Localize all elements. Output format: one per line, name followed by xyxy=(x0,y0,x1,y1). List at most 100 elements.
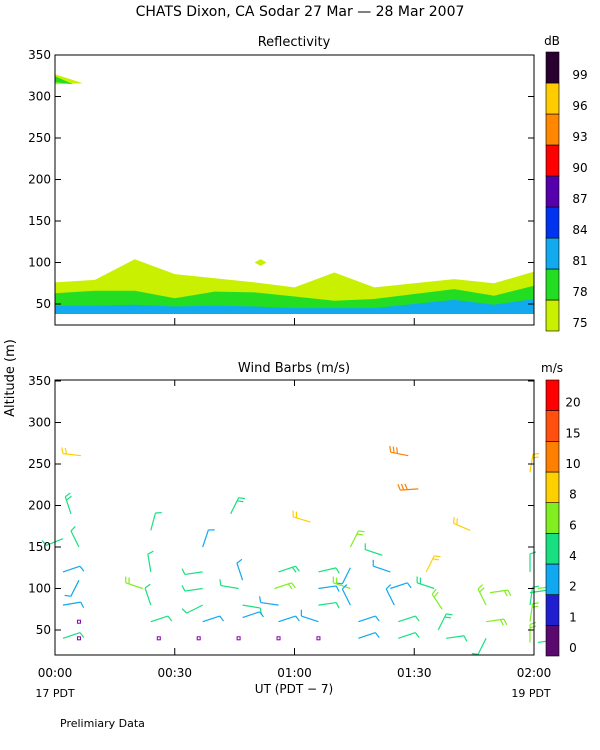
wind-barb-3 xyxy=(529,452,540,473)
wind-y-tick-label-300: 300 xyxy=(28,416,51,430)
wind-barb-shaft xyxy=(220,584,239,590)
wind-y-tick-label-50: 50 xyxy=(36,623,51,637)
wind-colorbar-swatch-0 xyxy=(545,625,560,657)
wind-barb-feather xyxy=(431,588,437,595)
wind-barb-7 xyxy=(292,510,311,523)
wind-barb-feather xyxy=(374,632,380,639)
wind-barb-feather xyxy=(356,533,364,536)
wind-barb-feather xyxy=(414,615,420,622)
wind-barb-13 xyxy=(364,543,383,556)
wind-barb-feather xyxy=(397,484,401,491)
wind-barb-shaft xyxy=(341,567,351,585)
wind-barb-feather xyxy=(258,596,262,603)
wind-y-tick-label-200: 200 xyxy=(28,499,51,513)
wind-barb-4 xyxy=(64,492,72,514)
wind-barb-shaft xyxy=(390,582,408,590)
wind-barb-feather xyxy=(61,447,64,454)
wind-barb-26 xyxy=(181,585,203,592)
reflectivity-colorbar-swatch-99 xyxy=(545,51,560,84)
wind-barb-shaft xyxy=(529,603,534,622)
reflectivity-colorbar-unit: dB xyxy=(544,34,560,48)
wind-barb-50 xyxy=(300,609,319,623)
wind-barb-shaft xyxy=(349,530,359,548)
wind-barb-feather xyxy=(389,445,392,453)
wind-barb-feather xyxy=(80,601,85,609)
calm-marker-3 xyxy=(196,636,201,641)
wind-barb-feather xyxy=(287,583,293,590)
wind-barb-feather xyxy=(64,492,71,498)
reflectivity-colorbar-swatch-78 xyxy=(545,268,560,301)
x-left-date-label: 17 PDT xyxy=(35,687,75,700)
wind-barb-shaft xyxy=(278,615,296,623)
wind-barb-24 xyxy=(529,551,537,572)
wind-colorbar-swatch-7 xyxy=(545,410,560,442)
wind-barb-0 xyxy=(61,447,82,457)
wind-barb-feather xyxy=(456,518,458,525)
wind-barb-feather xyxy=(358,530,365,533)
reflectivity-colorbar: 75 78 81 84 87 90 93 96 99 xyxy=(545,51,588,332)
wind-barb-5 xyxy=(150,512,162,531)
wind-barb-11 xyxy=(202,529,215,548)
wind-barb-shaft xyxy=(62,632,81,639)
x-right-date-label: 19 PDT xyxy=(511,687,551,700)
wind-barb-shaft xyxy=(242,604,261,609)
wind-barb-53 xyxy=(437,613,453,631)
wind-colorbar-swatch-2 xyxy=(545,563,560,595)
wind-barb-feather xyxy=(404,483,408,490)
wind-colorbar-label-0: 0 xyxy=(569,641,577,655)
wind-barb-8 xyxy=(452,516,471,531)
wind-barb-10 xyxy=(70,526,80,548)
wind-barb-feather xyxy=(477,584,483,590)
wind-barb-feather xyxy=(341,584,348,590)
wind-colorbar-label-2: 2 xyxy=(569,580,577,594)
wind-barb-shaft xyxy=(242,611,260,619)
footer-note: Prelimiary Data xyxy=(60,717,145,730)
wind-barb-shaft xyxy=(260,601,279,606)
wind-barb-feather xyxy=(529,621,537,626)
wind-colorbar-label-5: 8 xyxy=(569,488,577,502)
wind-barb-36 xyxy=(144,583,152,606)
wind-barb-shaft xyxy=(446,635,465,639)
reflectivity-colorbar-swatch-75 xyxy=(545,299,560,332)
wind-barb-feather xyxy=(144,583,151,589)
wind-barb-shaft xyxy=(365,549,383,556)
reflectivity-colorbar-swatch-90 xyxy=(545,144,560,177)
wind-barb-6 xyxy=(230,497,246,515)
wind-barb-47 xyxy=(202,615,225,623)
wind-barb-17 xyxy=(64,579,80,597)
wind-barb-feather xyxy=(432,558,440,561)
wind-barb-shaft xyxy=(147,554,152,572)
reflectivity-colorbar-label-87: 87 xyxy=(572,192,587,206)
wind-barb-feather xyxy=(400,483,405,491)
wind-barb-18 xyxy=(181,568,203,576)
reflectivity-title: Reflectivity xyxy=(258,35,331,50)
wind-barb-shaft xyxy=(398,615,416,623)
wind-colorbar-swatch-3 xyxy=(545,533,560,565)
wind-colorbar-swatch-1 xyxy=(545,594,560,626)
figure-title: CHATS Dixon, CA Sodar 27 Mar — 28 Mar 20… xyxy=(136,4,465,20)
wind-barb-feather xyxy=(79,565,85,572)
wind-colorbar-label-8: 20 xyxy=(565,396,580,410)
wind-barb-feather xyxy=(219,615,225,622)
wind-barb-feather xyxy=(79,632,85,639)
reflectivity-x-ticks xyxy=(54,318,535,325)
wind-barb-35 xyxy=(62,601,85,609)
wind-barb-shaft xyxy=(358,632,376,639)
wind-barb-feather xyxy=(66,495,72,501)
y-axis-label: Altitude (m) xyxy=(3,339,18,417)
wind-barb-16 xyxy=(62,565,85,573)
wind-barb-feather xyxy=(238,497,246,500)
wind-barb-feather xyxy=(532,456,539,459)
wind-barb-shaft xyxy=(529,587,534,606)
wind-barb-feather xyxy=(452,516,455,524)
x-axis-label: UT (PDT − 7) xyxy=(255,682,333,696)
wind-colorbar-label-6: 10 xyxy=(565,457,580,471)
wind-barb-29 xyxy=(318,585,340,592)
wind-barb-feather xyxy=(259,611,264,618)
wind-barb-shaft xyxy=(431,593,443,610)
calm-marker-4 xyxy=(236,636,241,641)
wind-barb-shaft xyxy=(144,587,152,606)
wind-barb-shaft xyxy=(529,589,548,594)
wind-barb-feather xyxy=(335,602,340,609)
wind-barb-feather xyxy=(499,619,504,626)
